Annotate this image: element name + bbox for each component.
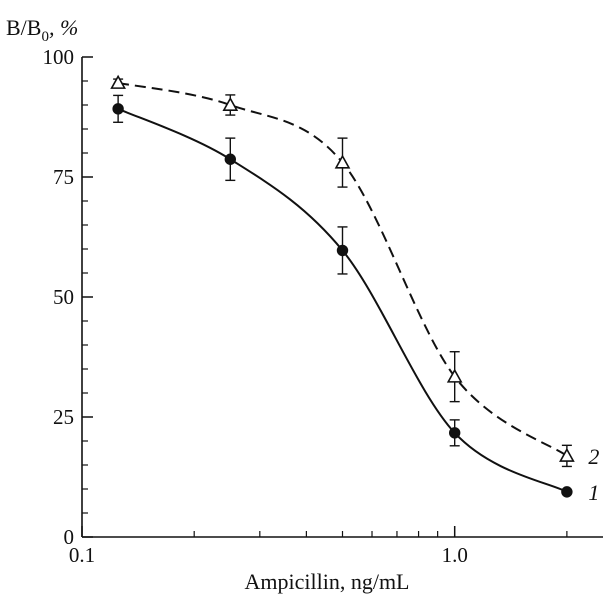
series-1: 1 (112, 94, 599, 505)
series-1-point (561, 486, 573, 498)
series-1-point (112, 103, 124, 115)
y-tick-label: 100 (43, 45, 75, 69)
y-axis-label-main: B/B (6, 15, 41, 40)
series-1-point (224, 153, 237, 165)
y-axis-label-unit: , % (49, 15, 78, 40)
y-tick-label: 0 (64, 525, 75, 549)
x-tick-label: 1.0 (442, 543, 468, 567)
x-tick-label: 0.1 (69, 543, 95, 567)
series-2-point (446, 368, 463, 383)
y-tick-label: 50 (53, 285, 74, 309)
series-1-label: 1 (588, 480, 599, 505)
y-axis-label-subscript: 0 (41, 29, 49, 45)
series-2-line (117, 81, 568, 457)
series-1-point (336, 244, 349, 257)
series-2-point (559, 447, 575, 462)
series-2-point (110, 74, 126, 89)
series-2-label: 2 (588, 444, 599, 469)
x-axis-label: Ampicillin, ng/mL (245, 569, 410, 594)
series-2-point (334, 154, 351, 169)
plot-area: 0 25 50 75 100 0.1 1.0 1 2 (43, 45, 603, 567)
series-2: 2 (110, 74, 599, 469)
series-1-point (448, 427, 461, 439)
series-2-point (222, 96, 239, 111)
y-axis-label: B/B0, % (6, 15, 78, 45)
y-tick-label: 25 (53, 405, 74, 429)
y-tick-label: 75 (53, 165, 74, 189)
